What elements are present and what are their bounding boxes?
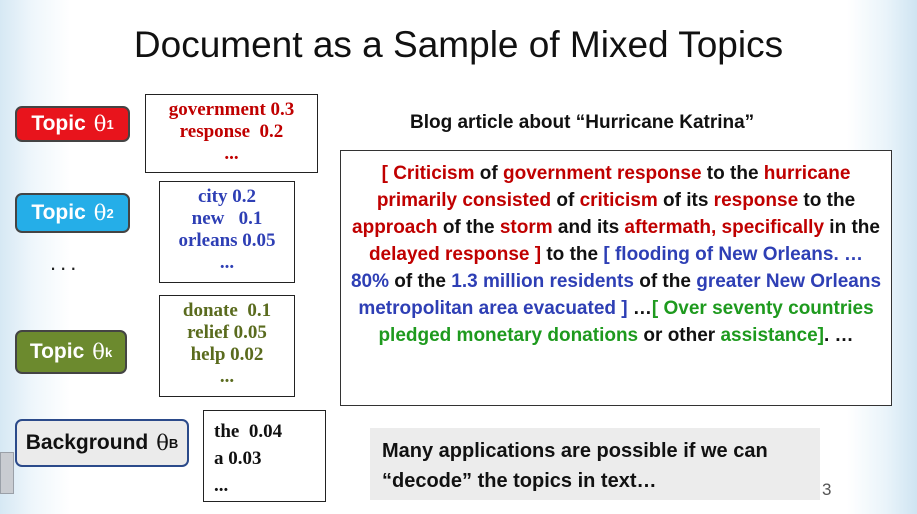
background-word: a 0.03 [214, 448, 262, 469]
background-label-text: Background [25, 431, 149, 454]
article-segment: approach [352, 217, 438, 238]
topic-k-word: relief 0.05 [187, 322, 267, 343]
article-segment: in the [824, 217, 880, 238]
topic-2-subscript: 2 [106, 205, 114, 221]
edge-thumbnail [0, 452, 14, 494]
article-segment: to the [541, 244, 604, 265]
topic-2-theta: θ [93, 201, 107, 225]
topic-k-theta: θ [92, 340, 105, 364]
page-number: 3 [822, 480, 832, 499]
topic-1-word: response 0.2 [179, 121, 284, 142]
article-segment: criticism [579, 190, 658, 211]
article-segment: [ Criticism [381, 163, 475, 184]
topic-2-word-box: city 0.2 new 0.1 orleans 0.05 ... [159, 181, 295, 283]
topic-2-word: ... [219, 252, 235, 273]
topic-k-subscript: k [104, 344, 113, 360]
topics-ellipsis: ... [50, 250, 81, 275]
article-segment: to the [701, 163, 764, 184]
background-theta: θ [156, 431, 169, 455]
background-word-box: the 0.04 a 0.03 ... [203, 410, 326, 502]
article-segment: of the [633, 271, 697, 292]
article-segment: … [627, 298, 652, 319]
blog-article-text: [ Criticism of government response to th… [340, 150, 892, 406]
article-segment: of the [437, 217, 500, 238]
topic-2-label-text: Topic [31, 201, 86, 224]
article-segment: hurricane primarily consisted [376, 163, 851, 211]
background-word: the 0.04 [214, 421, 283, 442]
topic-k-label-text: Topic [29, 340, 85, 363]
article-segment: and its [552, 217, 625, 238]
article-segment: greater New Orleans metropolitan area ev… [358, 271, 882, 319]
article-segment: to the [798, 190, 856, 211]
article-segment: aftermath, specifically [624, 217, 825, 238]
article-segment: government response [503, 163, 702, 184]
note-line-2: “decode” the topics in text… [382, 470, 657, 492]
topic-k-word: donate 0.1 [182, 300, 272, 321]
topic-2-word: city 0.2 [197, 186, 257, 207]
article-segment: [ Over seventy countries pledged monetar… [378, 298, 874, 346]
topic-2-word: orleans 0.05 [178, 230, 276, 251]
article-segment: of its [657, 190, 714, 211]
article-segment: 1.3 million residents [451, 271, 634, 292]
note-line-1: Many applications are possible if we can [382, 440, 768, 462]
topic-k-word: ... [219, 366, 235, 387]
background-word: ... [214, 475, 229, 496]
article-segment: [ flooding of New Orleans. … 80% [350, 244, 864, 292]
article-segment: of [551, 190, 580, 211]
topic-1-theta: θ [93, 112, 107, 136]
topic-1-word: government 0.3 [168, 99, 295, 120]
topic-k-word: help 0.02 [190, 344, 264, 365]
note-box: Many applications are possible if we can… [370, 428, 820, 500]
article-segment: delayed response ] [368, 244, 542, 265]
topic-2-word: new 0.1 [191, 208, 263, 229]
slide-title: Document as a Sample of Mixed Topics [133, 24, 784, 65]
article-segment: response [713, 190, 799, 211]
topic-1-word-box: government 0.3 response 0.2 ... [145, 94, 318, 173]
article-segment: assistance] [720, 325, 824, 346]
article-segment: of [474, 163, 504, 184]
topic-k-word-box: donate 0.1 relief 0.05 help 0.02 ... [159, 295, 295, 397]
topic-1-label-text: Topic [31, 112, 86, 135]
article-segment: storm [499, 217, 553, 238]
article-segment: or other [638, 325, 721, 346]
background-subscript: B [168, 435, 179, 451]
topic-1-word: ... [224, 143, 239, 164]
topic-1-subscript: 1 [106, 116, 114, 132]
article-segment: . … [824, 325, 854, 346]
blog-article-title: Blog article about “Hurricane Katrina” [410, 112, 755, 133]
article-segment: of the [388, 271, 452, 292]
